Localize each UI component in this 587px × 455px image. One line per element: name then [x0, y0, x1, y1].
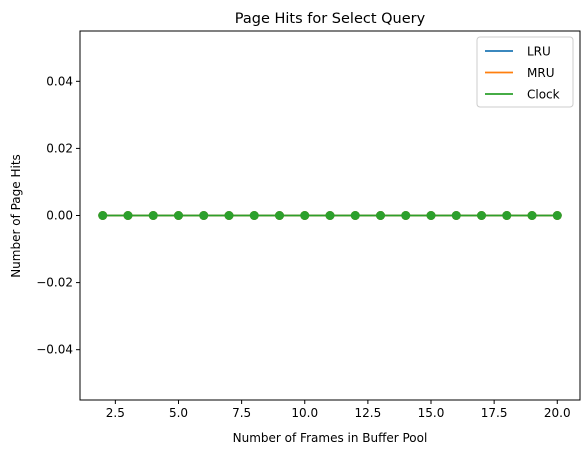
x-tick-label: 5.0 [169, 406, 188, 420]
data-point-clock [224, 211, 234, 220]
x-tick-label: 20.0 [544, 406, 571, 420]
x-tick-label: 15.0 [418, 406, 445, 420]
data-point-clock [199, 211, 209, 220]
data-point-clock [350, 211, 360, 220]
y-tick-label: 0.02 [46, 141, 73, 155]
y-axis-title: Number of Page Hits [9, 154, 23, 278]
data-point-clock [477, 211, 487, 220]
y-tick-label: −0.04 [36, 343, 73, 357]
y-tick-label: −0.02 [36, 276, 73, 290]
plot-area-frame [79, 30, 581, 401]
data-point-clock [502, 211, 512, 220]
data-point-clock [426, 211, 436, 220]
data-point-clock [300, 211, 310, 220]
data-point-clock [98, 211, 108, 220]
chart-title: Page Hits for Select Query [235, 11, 426, 27]
data-point-clock [527, 211, 537, 220]
x-tick-group: 2.5 5.0 7.5 10.0 12.5 15.0 17.5 20.0 [106, 400, 571, 420]
x-tick-label: 10.0 [291, 406, 318, 420]
legend-label: Clock [527, 88, 560, 102]
x-tick-label: 2.5 [106, 406, 125, 420]
y-tick-group: −0.04 −0.02 0.00 0.02 0.04 [36, 74, 80, 357]
x-axis-title: Number of Frames in Buffer Pool [233, 431, 428, 445]
data-point-clock [249, 211, 259, 220]
x-tick-label: 17.5 [481, 406, 508, 420]
data-point-clock [401, 211, 411, 220]
data-point-clock [274, 211, 284, 220]
legend-box [476, 36, 574, 108]
plot-series [98, 211, 562, 220]
data-point-clock [451, 211, 461, 220]
data-point-clock [173, 211, 183, 220]
data-point-clock [376, 211, 386, 220]
x-tick-label: 12.5 [355, 406, 382, 420]
data-point-clock [325, 211, 335, 220]
legend-label: LRU [527, 45, 551, 59]
legend: LRU MRU Clock [476, 36, 574, 108]
legend-label: MRU [527, 66, 554, 80]
x-tick-label: 7.5 [232, 406, 251, 420]
y-tick-label: 0.00 [46, 209, 73, 223]
y-tick-label: 0.04 [46, 74, 73, 88]
data-point-clock [552, 211, 562, 220]
data-point-clock [123, 211, 133, 220]
data-point-clock [148, 211, 158, 220]
